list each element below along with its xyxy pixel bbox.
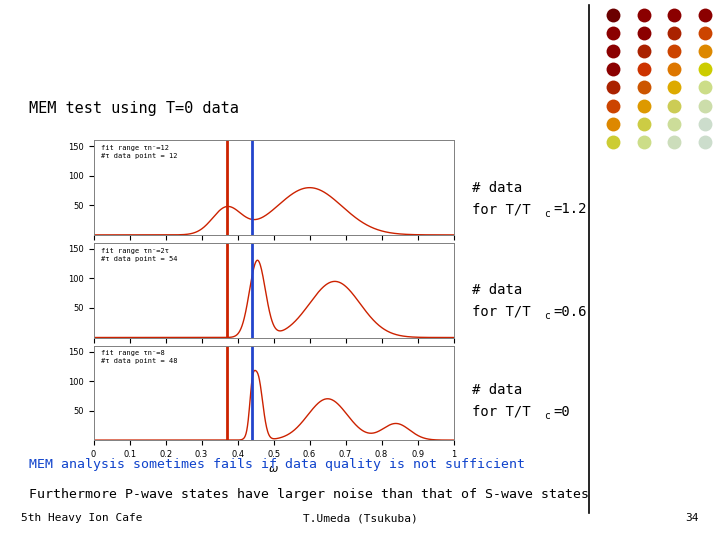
Text: T.Umeda (Tsukuba): T.Umeda (Tsukuba) bbox=[302, 514, 418, 523]
Text: MEM test using T=0 data: MEM test using T=0 data bbox=[29, 100, 238, 116]
Text: =0: =0 bbox=[553, 404, 570, 418]
Text: # data: # data bbox=[472, 383, 522, 397]
X-axis label: $\omega$: $\omega$ bbox=[268, 464, 279, 474]
Text: c: c bbox=[544, 311, 549, 321]
Text: =0.6: =0.6 bbox=[553, 305, 587, 319]
Text: c: c bbox=[544, 411, 549, 421]
Text: # data: # data bbox=[472, 181, 522, 195]
Text: for T/T: for T/T bbox=[472, 202, 530, 216]
Text: Furthermore P-wave states have larger noise than that of S-wave states: Furthermore P-wave states have larger no… bbox=[29, 488, 589, 501]
Text: c: c bbox=[544, 208, 549, 219]
Text: =1.2: =1.2 bbox=[553, 202, 587, 216]
Text: fit range τn⁻=8
#τ data point = 48: fit range τn⁻=8 #τ data point = 48 bbox=[101, 350, 177, 365]
Text: for T/T: for T/T bbox=[472, 404, 530, 418]
Text: for T/T: for T/T bbox=[472, 305, 530, 319]
Text: fit range τn⁻=2τ
#τ data point = 54: fit range τn⁻=2τ #τ data point = 54 bbox=[101, 248, 177, 262]
Text: # data: # data bbox=[472, 284, 522, 298]
Text: Difficulties in MEM analysis: Difficulties in MEM analysis bbox=[48, 45, 445, 69]
Text: fit range τn⁻=12
#τ data point = 12: fit range τn⁻=12 #τ data point = 12 bbox=[101, 145, 177, 159]
Text: 34: 34 bbox=[685, 514, 698, 523]
Text: MEM analysis sometimes fails if data quality is not sufficient: MEM analysis sometimes fails if data qua… bbox=[29, 458, 525, 471]
Text: 5th Heavy Ion Cafe: 5th Heavy Ion Cafe bbox=[22, 514, 143, 523]
